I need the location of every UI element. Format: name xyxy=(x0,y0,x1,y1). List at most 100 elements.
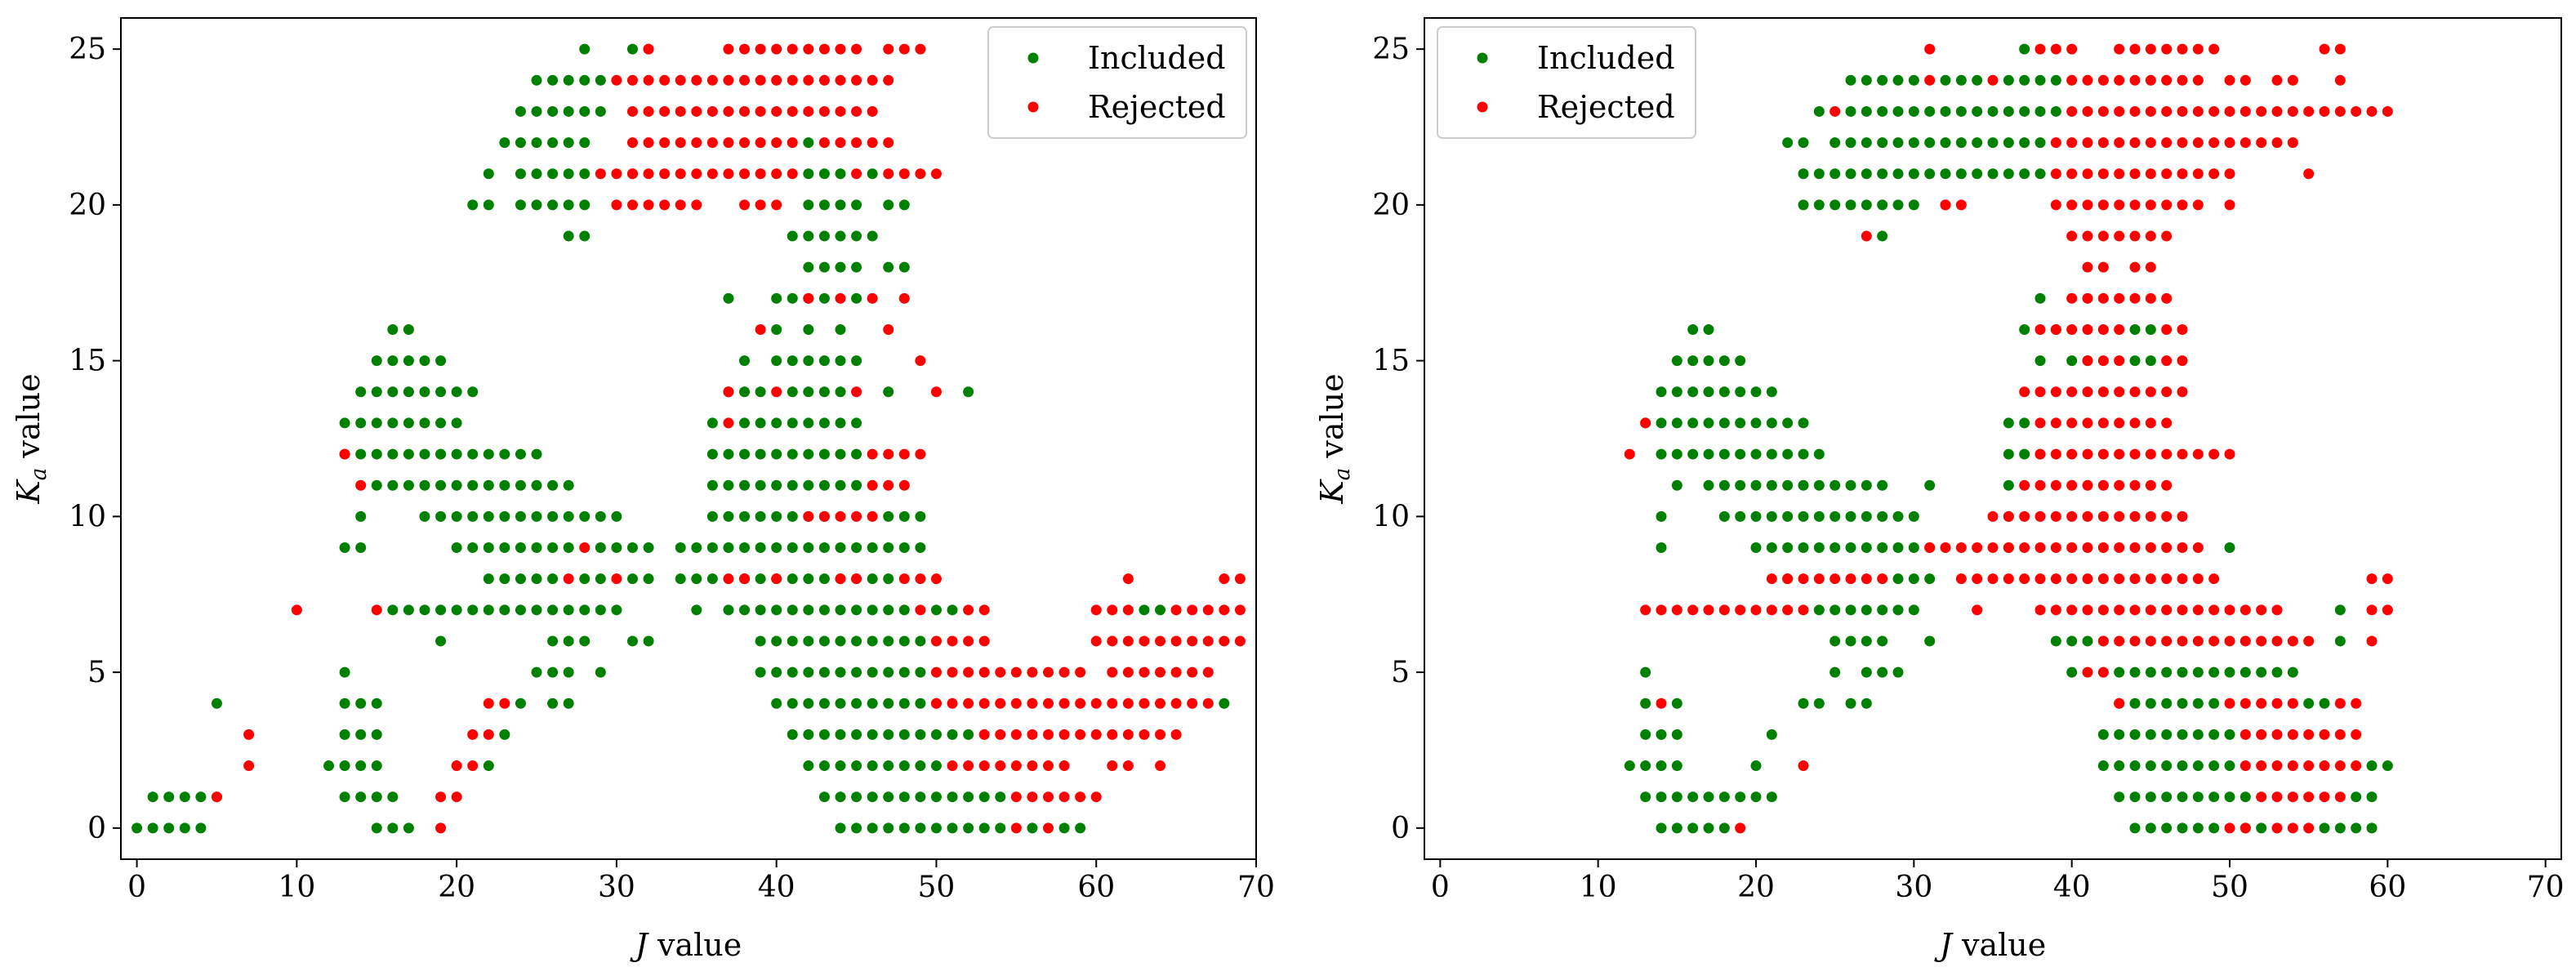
data-point-included xyxy=(803,760,814,772)
data-point-included xyxy=(867,635,878,647)
data-point-included xyxy=(371,729,382,740)
data-point-included xyxy=(1155,604,1166,616)
series-included xyxy=(1624,43,2393,834)
data-point-included xyxy=(435,604,447,616)
data-point-included xyxy=(483,448,494,460)
data-point-included xyxy=(915,760,926,772)
data-point-included xyxy=(1940,74,1951,86)
data-point-rejected xyxy=(2066,74,2078,86)
data-point-included xyxy=(419,355,430,367)
data-point-rejected xyxy=(1972,604,1983,616)
data-point-included xyxy=(1735,386,1746,398)
data-point-included xyxy=(2192,666,2204,678)
data-point-rejected xyxy=(2082,105,2093,117)
data-point-included xyxy=(898,760,910,772)
data-point-rejected xyxy=(1090,729,1102,740)
x-tick-label: 20 xyxy=(1737,871,1775,904)
data-point-rejected xyxy=(2114,697,2125,709)
data-point-rejected xyxy=(2177,199,2188,211)
data-point-rejected xyxy=(787,137,798,149)
data-point-rejected xyxy=(2161,230,2173,242)
data-point-included xyxy=(579,43,591,55)
data-point-included xyxy=(1813,199,1825,211)
data-point-included xyxy=(563,479,574,491)
data-point-included xyxy=(851,604,862,616)
data-point-rejected xyxy=(1010,666,1022,678)
data-point-rejected xyxy=(867,105,878,117)
data-point-included xyxy=(851,697,862,709)
data-point-rejected xyxy=(883,479,894,491)
data-point-included xyxy=(883,697,894,709)
data-point-rejected xyxy=(739,105,751,117)
y-axis-label-var: K xyxy=(11,479,47,505)
data-point-included xyxy=(1908,604,1919,616)
data-point-included xyxy=(771,292,782,304)
data-point-included xyxy=(2303,697,2315,709)
data-point-included xyxy=(1766,448,1777,460)
data-point-rejected xyxy=(1187,666,1198,678)
data-point-included xyxy=(1924,479,1936,491)
data-point-included xyxy=(499,448,510,460)
data-point-included xyxy=(515,510,526,522)
data-point-included xyxy=(2066,666,2078,678)
data-point-rejected xyxy=(2066,292,2078,304)
data-point-included xyxy=(371,448,382,460)
data-point-included xyxy=(2019,168,2030,180)
data-point-rejected xyxy=(2287,822,2298,834)
data-point-rejected xyxy=(2066,510,2078,522)
legend-label-included: Included xyxy=(1088,40,1226,76)
data-point-included xyxy=(915,542,926,554)
data-point-included xyxy=(179,822,190,834)
data-point-included xyxy=(579,168,591,180)
data-point-included xyxy=(1718,386,1730,398)
data-point-included xyxy=(2035,74,2046,86)
data-point-rejected xyxy=(1656,604,1667,616)
data-point-rejected xyxy=(2129,542,2141,554)
data-point-rejected xyxy=(2066,105,2078,117)
data-point-rejected xyxy=(1987,542,1999,554)
data-point-rejected xyxy=(2224,448,2235,460)
data-point-included xyxy=(435,510,447,522)
data-point-rejected xyxy=(2224,822,2235,834)
data-point-included xyxy=(563,168,574,180)
data-point-included xyxy=(1845,542,1856,554)
data-point-rejected xyxy=(2161,74,2173,86)
data-point-included xyxy=(995,791,1006,803)
data-point-included xyxy=(451,542,462,554)
data-point-included xyxy=(1940,105,1951,117)
data-point-included xyxy=(531,479,542,491)
legend-marker-rejected xyxy=(1027,101,1039,113)
data-point-rejected xyxy=(1107,697,1118,709)
data-point-included xyxy=(1798,542,1809,554)
data-point-included xyxy=(771,510,782,522)
data-point-included xyxy=(451,386,462,398)
data-point-included xyxy=(1845,479,1856,491)
data-point-included xyxy=(723,292,734,304)
data-point-included xyxy=(1892,168,1904,180)
data-point-included xyxy=(915,510,926,522)
data-point-included xyxy=(1718,822,1730,834)
data-point-rejected xyxy=(2271,822,2283,834)
data-point-included xyxy=(930,791,942,803)
axes-frame xyxy=(120,17,1257,860)
data-point-rejected xyxy=(2208,137,2220,149)
data-point-included xyxy=(1877,604,1888,616)
data-point-rejected xyxy=(2177,448,2188,460)
data-point-included xyxy=(1750,417,1762,429)
data-point-included xyxy=(995,822,1006,834)
data-point-included xyxy=(1766,386,1777,398)
data-point-included xyxy=(563,199,574,211)
data-point-included xyxy=(579,604,591,616)
x-axis-label-var: J xyxy=(630,927,649,963)
data-point-rejected xyxy=(1766,573,1777,585)
data-point-included xyxy=(803,666,814,678)
data-point-rejected xyxy=(1972,542,1983,554)
data-point-rejected xyxy=(2303,168,2315,180)
data-point-included xyxy=(867,697,878,709)
data-point-included xyxy=(1924,168,1936,180)
data-point-rejected xyxy=(2129,43,2141,55)
data-point-included xyxy=(818,729,830,740)
data-point-included xyxy=(787,729,798,740)
data-point-rejected xyxy=(2161,168,2173,180)
data-point-rejected xyxy=(2050,479,2061,491)
